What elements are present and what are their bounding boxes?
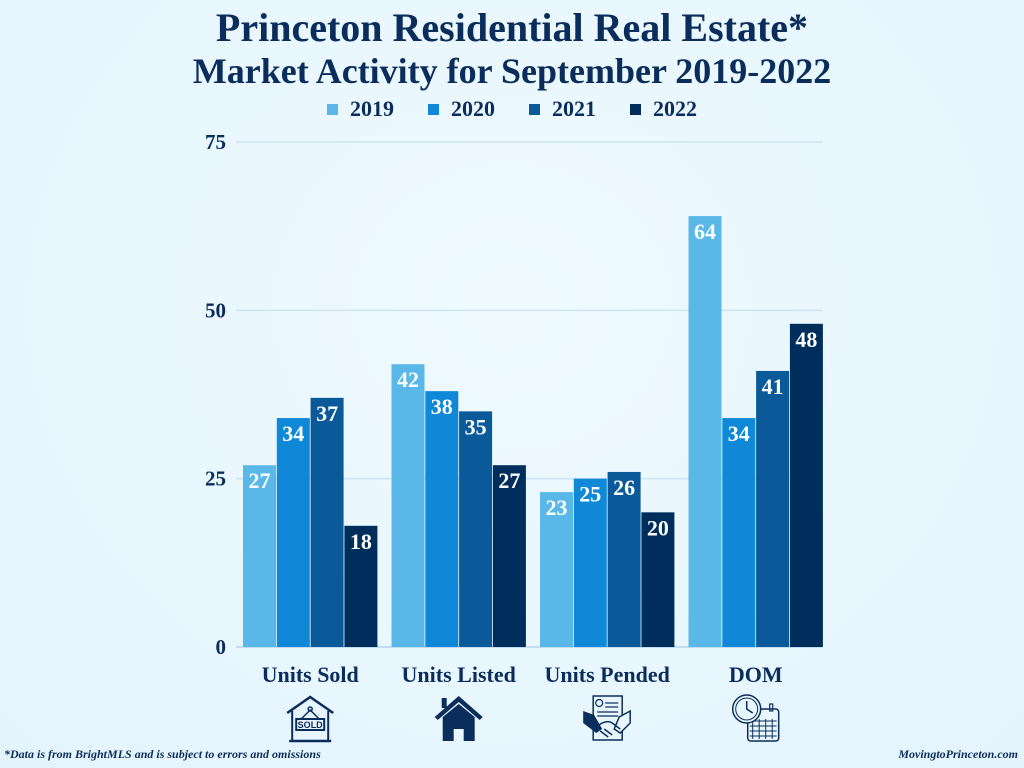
data-label: 64 bbox=[694, 219, 716, 244]
legend-item-2021: 2021 bbox=[529, 96, 596, 122]
contract-handshake-icon bbox=[583, 695, 631, 741]
house-icon bbox=[434, 696, 483, 741]
data-label: 27 bbox=[498, 468, 520, 493]
data-label: 34 bbox=[282, 421, 304, 446]
y-tick-label: 50 bbox=[205, 298, 226, 322]
data-label: 20 bbox=[647, 515, 669, 540]
bar-2022-units-listed bbox=[492, 465, 526, 647]
legend-item-2020: 2020 bbox=[428, 96, 495, 122]
data-label: 42 bbox=[397, 367, 419, 392]
data-label: 27 bbox=[249, 468, 271, 493]
chart-title: Princeton Residential Real Estate* bbox=[215, 5, 809, 50]
bar-2021-units-pended bbox=[607, 471, 641, 647]
data-label: 34 bbox=[728, 421, 750, 446]
bar-2021-units-sold bbox=[310, 397, 344, 647]
data-label: 38 bbox=[431, 394, 453, 419]
bar-2020-dom bbox=[722, 418, 756, 647]
data-label: 23 bbox=[546, 495, 568, 520]
data-label: 41 bbox=[762, 374, 784, 399]
bar-2019-dom bbox=[688, 216, 722, 648]
data-label: 37 bbox=[316, 401, 338, 426]
data-label: 26 bbox=[613, 475, 635, 500]
legend-swatch bbox=[428, 103, 439, 115]
legend-swatch bbox=[630, 103, 641, 115]
legend-label: 2022 bbox=[653, 96, 697, 121]
x-tick-label: Units Listed bbox=[402, 662, 516, 687]
legend-label: 2019 bbox=[350, 96, 394, 121]
bar-2020-units-listed bbox=[425, 391, 459, 647]
bar-2022-units-sold bbox=[344, 525, 378, 647]
data-label: 35 bbox=[465, 414, 487, 439]
source-credit: MovingtoPrinceton.com bbox=[898, 747, 1018, 761]
bar-2022-units-pended bbox=[641, 512, 675, 647]
data-label: 48 bbox=[795, 327, 817, 352]
legend-swatch bbox=[327, 103, 338, 115]
x-tick-label: Units Pended bbox=[545, 662, 670, 687]
bar-2019-units-sold bbox=[243, 465, 276, 647]
bar-2021-units-listed bbox=[459, 411, 493, 647]
legend-item-2019: 2019 bbox=[327, 96, 394, 122]
bar-2022-dom bbox=[789, 323, 823, 647]
legend-swatch bbox=[529, 103, 540, 115]
sold-sign-house-icon: SOLD bbox=[286, 695, 334, 743]
bar-2020-units-pended bbox=[573, 478, 607, 647]
y-tick-label: 75 bbox=[205, 130, 226, 154]
bar-2021-dom bbox=[756, 370, 790, 647]
legend: 2019 2020 2021 2022 bbox=[0, 96, 1024, 122]
legend-label: 2020 bbox=[451, 96, 495, 121]
data-label: 25 bbox=[579, 482, 601, 507]
bar-2019-units-listed bbox=[391, 364, 425, 647]
y-tick-label: 25 bbox=[205, 467, 226, 491]
bar-2020-units-sold bbox=[276, 418, 310, 647]
chart-subtitle: Market Activity for September 2019-2022 bbox=[192, 51, 832, 91]
legend-label: 2021 bbox=[552, 96, 596, 121]
x-tick-label: DOM bbox=[729, 662, 783, 687]
footnote: *Data is from BrightMLS and is subject t… bbox=[4, 747, 321, 761]
svg-text:SOLD: SOLD bbox=[298, 720, 324, 730]
clock-calendar-icon bbox=[731, 694, 780, 742]
x-tick-label: Units Sold bbox=[262, 662, 359, 687]
data-label: 18 bbox=[350, 529, 372, 554]
bar-2019-units-pended bbox=[540, 492, 573, 647]
legend-item-2022: 2022 bbox=[630, 96, 697, 122]
y-tick-label: 0 bbox=[216, 635, 227, 659]
